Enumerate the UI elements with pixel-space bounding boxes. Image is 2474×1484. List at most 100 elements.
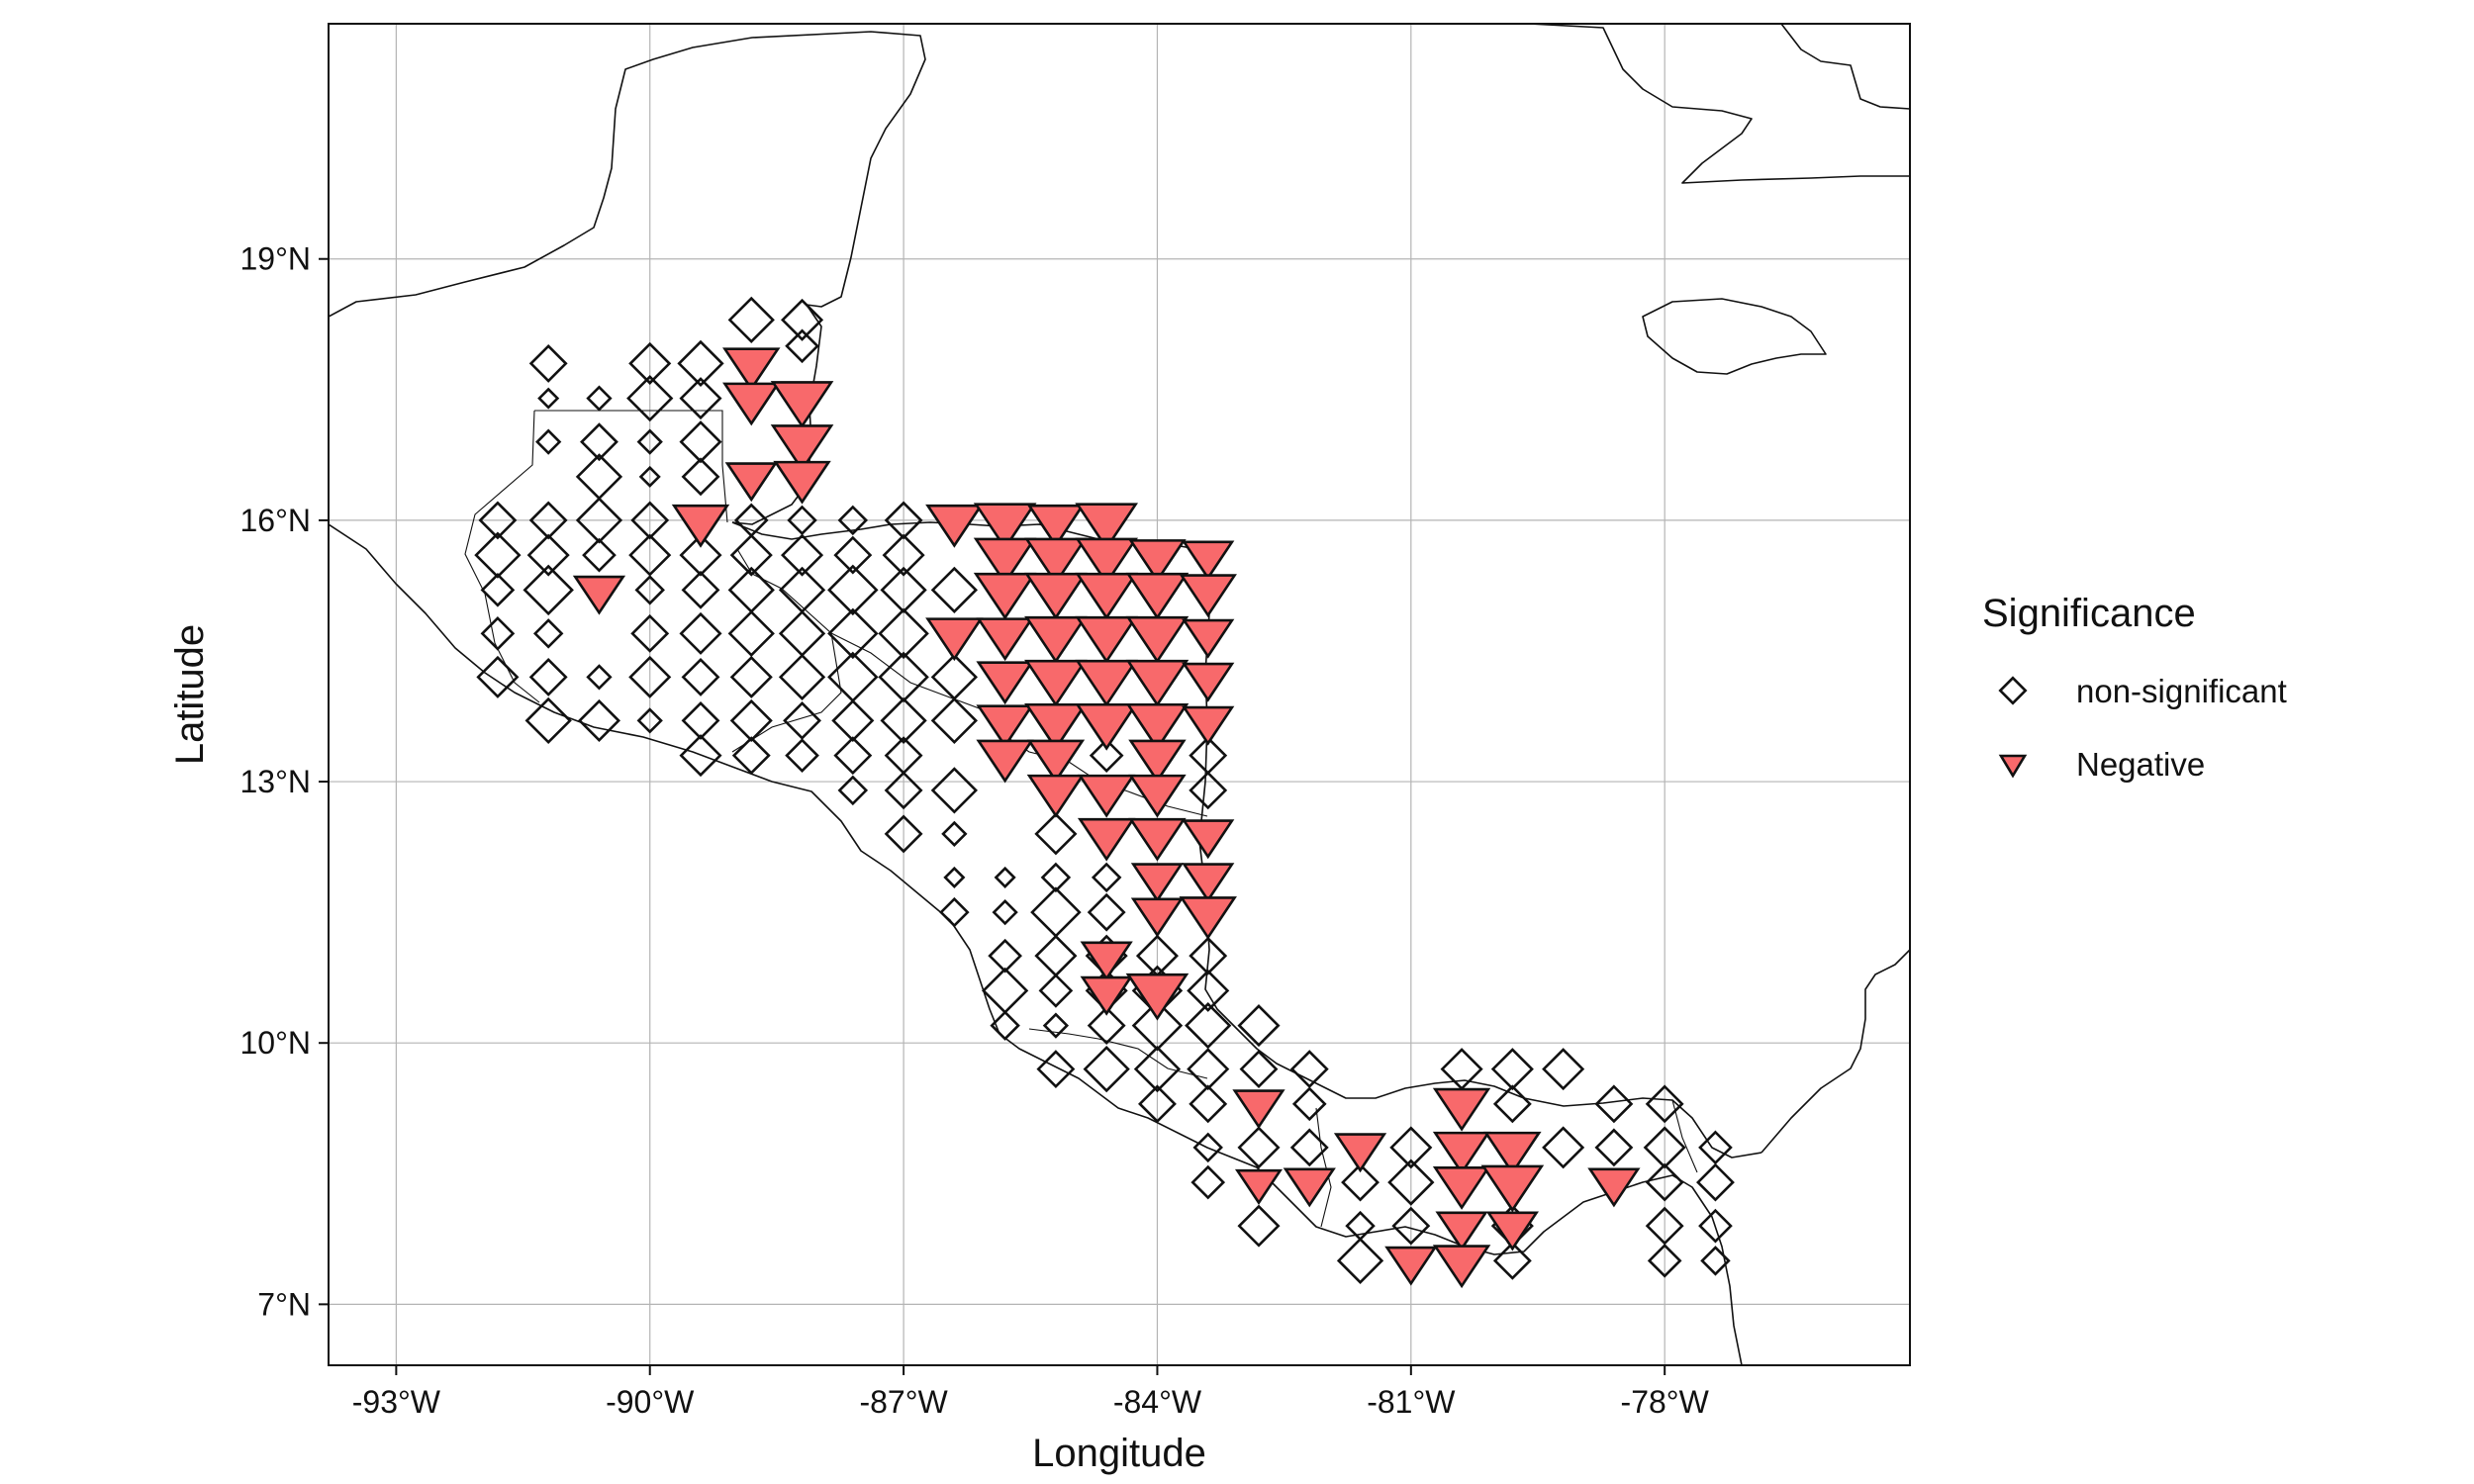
x-axis-title: Longitude — [1032, 1432, 1206, 1475]
coastline-pacific — [329, 523, 1743, 1365]
point-non-significant — [528, 501, 568, 540]
point-non-significant — [1237, 1204, 1281, 1248]
point-negative — [1128, 739, 1187, 784]
y-axis-ticks: 7°N 10°N 13°N 16°N 19°N — [240, 241, 329, 1322]
legend-label-non-significant: non-significant — [2076, 673, 2287, 709]
point-non-significant — [586, 385, 613, 412]
point-non-significant — [580, 422, 618, 462]
point-negative — [724, 462, 778, 503]
point-negative — [1075, 503, 1139, 551]
border-costarica-panama — [1315, 1107, 1332, 1228]
point-negative — [1024, 659, 1088, 707]
point-non-significant — [990, 1010, 1020, 1041]
point-non-significant — [1040, 862, 1072, 893]
point-negative — [1024, 537, 1088, 586]
point-non-significant — [884, 814, 923, 854]
point-non-significant — [778, 653, 826, 701]
y-axis-title: Latitude — [168, 624, 212, 765]
point-non-significant — [478, 501, 518, 540]
point-non-significant — [939, 896, 970, 928]
point-non-significant — [1542, 1126, 1585, 1169]
point-negative — [1080, 941, 1133, 981]
point-non-significant — [1391, 1206, 1431, 1246]
point-negative — [1179, 896, 1237, 940]
x-axis-ticks: -93°W -90°W -87°W -84°W -81°W -78°W — [352, 1365, 1710, 1420]
point-negative — [1128, 539, 1187, 583]
point-negative — [1125, 973, 1189, 1021]
point-non-significant — [681, 657, 720, 696]
point-non-significant — [679, 734, 722, 778]
point-non-significant — [930, 696, 979, 745]
point-non-significant — [1341, 1162, 1380, 1202]
point-non-significant — [787, 505, 817, 536]
point-non-significant — [1237, 1126, 1281, 1169]
point-non-significant — [878, 607, 929, 660]
point-non-significant — [731, 736, 771, 776]
point-non-significant — [636, 707, 663, 734]
point-negative — [1026, 504, 1086, 548]
point-non-significant — [582, 537, 617, 573]
point-negative — [1075, 702, 1139, 751]
point-non-significant — [626, 374, 674, 422]
point-negative — [1026, 739, 1086, 784]
point-non-significant — [1189, 1084, 1228, 1124]
point-non-significant — [1083, 1045, 1130, 1093]
point-non-significant — [679, 611, 722, 655]
point-negative — [1384, 1246, 1438, 1286]
point-non-significant — [781, 533, 824, 577]
y-tick-label: 7°N — [257, 1286, 311, 1322]
point-non-significant — [729, 655, 773, 698]
point-negative — [1075, 572, 1139, 620]
point-non-significant — [943, 866, 966, 888]
point-negative — [1432, 1166, 1491, 1210]
point-non-significant — [480, 572, 516, 607]
coastline-jamaica — [1642, 298, 1827, 375]
plot-panel — [329, 24, 1910, 1365]
point-non-significant — [524, 696, 572, 745]
legend-label-negative: Negative — [2076, 746, 2205, 783]
point-non-significant — [1492, 1084, 1532, 1124]
border-guatemala-honduras — [731, 548, 842, 753]
point-negative — [1179, 574, 1237, 618]
point-non-significant — [1089, 738, 1124, 773]
point-non-significant — [1645, 1162, 1684, 1202]
point-non-significant — [681, 700, 720, 740]
point-non-significant — [1189, 771, 1228, 810]
point-negative — [1182, 540, 1235, 581]
point-non-significant — [1387, 1159, 1435, 1206]
point-non-significant — [831, 698, 875, 742]
point-non-significant — [1034, 812, 1078, 856]
point-negative — [1026, 774, 1086, 818]
point-negative — [1435, 1211, 1488, 1252]
point-non-significant — [1036, 1050, 1076, 1089]
point-non-significant — [1490, 1048, 1534, 1091]
point-non-significant — [781, 298, 824, 341]
point-non-significant — [535, 428, 562, 455]
point-non-significant — [837, 775, 869, 806]
point-non-significant — [1291, 1086, 1327, 1122]
point-non-significant — [785, 328, 819, 364]
point-non-significant — [1190, 1164, 1226, 1200]
point-non-significant — [930, 767, 979, 814]
point-non-significant — [1645, 1084, 1684, 1124]
point-non-significant — [988, 938, 1022, 974]
point-non-significant — [1138, 1084, 1177, 1124]
point-non-significant — [1192, 1132, 1223, 1163]
point-non-significant — [636, 428, 663, 455]
y-tick-label: 19°N — [240, 241, 312, 277]
point-negative — [1024, 615, 1088, 664]
point-non-significant — [1133, 1045, 1182, 1093]
x-tick-label: -84°W — [1113, 1384, 1202, 1420]
point-non-significant — [537, 387, 560, 410]
point-negative — [1125, 615, 1189, 664]
point-negative — [1432, 1245, 1491, 1289]
point-non-significant — [528, 657, 568, 696]
point-non-significant — [681, 570, 720, 609]
point-non-significant — [783, 700, 821, 740]
legend-key-negative-triangle — [1998, 754, 2028, 779]
point-negative — [1333, 1133, 1387, 1173]
point-negative — [1128, 774, 1187, 818]
point-non-significant — [1091, 862, 1122, 893]
point-non-significant — [833, 535, 873, 575]
point-negative — [925, 504, 984, 548]
